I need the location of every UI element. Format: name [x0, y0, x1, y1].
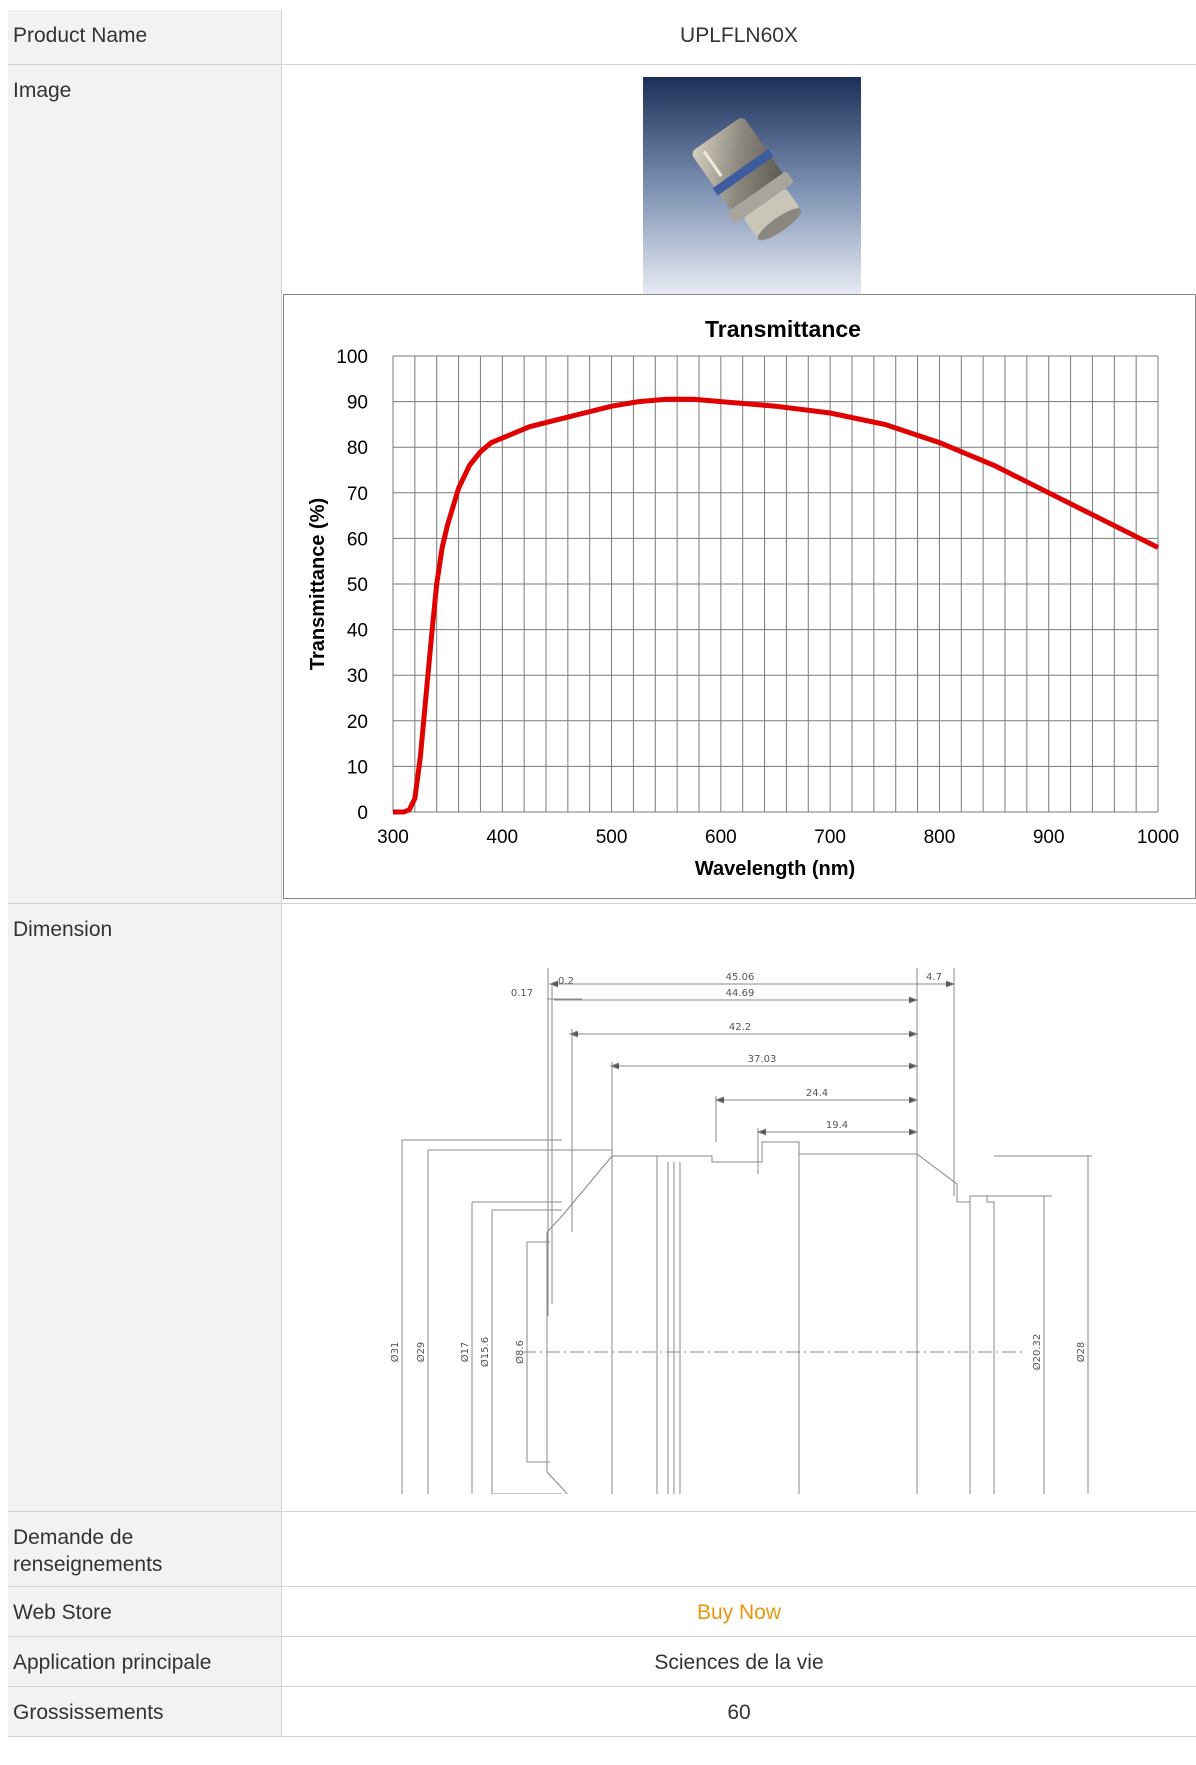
y-tick-label: 100	[336, 347, 368, 368]
y-tick-label: 60	[347, 529, 368, 550]
row-application: Application principale Sciences de la vi…	[8, 1636, 1196, 1687]
dimension-drawing: 45.06 4.7 0.17 0.2 44.69 42.2 37.03 24.4…	[389, 967, 1092, 1494]
image-label: Image	[8, 64, 282, 904]
x-axis-label: Wavelength (nm)	[695, 858, 855, 880]
dim-d8-6: Ø8.6	[514, 1340, 526, 1364]
row-inquiry: Demande de renseignements	[8, 1511, 1196, 1587]
dimension-label: Dimension	[8, 903, 282, 1512]
dim-d28: Ø28	[1075, 1341, 1087, 1362]
y-tick-label: 0	[357, 803, 368, 824]
inquiry-value	[281, 1511, 1196, 1587]
x-tick-label: 700	[814, 827, 846, 848]
web-store-label: Web Store	[8, 1586, 282, 1637]
row-dimension: Dimension	[8, 903, 1196, 1512]
dim-45-06: 45.06	[726, 972, 755, 983]
transmittance-chart: Transmittance 0 10 20 30 40 50 60 70 80 90 100 300…	[283, 294, 1196, 899]
dimension-arrows	[548, 980, 956, 1135]
application-value: Sciences de la vie	[281, 1636, 1196, 1687]
y-tick-label: 30	[347, 666, 368, 687]
x-tick-labels: 300 400 500 600 700 800 900 1000	[377, 827, 1179, 848]
dim-d15-6: Ø15.6	[479, 1336, 491, 1366]
row-product-name: Product Name UPLFLN60X	[8, 10, 1196, 65]
dim-4-7: 4.7	[926, 972, 942, 983]
transmittance-curve	[393, 396, 1160, 815]
y-tick-labels: 0 10 20 30 40 50 60 70 80 90 100	[336, 347, 368, 824]
buy-now-link[interactable]: Buy Now	[696, 1600, 782, 1624]
y-tick-label: 10	[347, 757, 368, 778]
chart-frame	[283, 294, 1196, 899]
y-tick-label: 40	[347, 621, 368, 642]
x-tick-label: 600	[705, 827, 737, 848]
product-photo	[643, 76, 861, 294]
magnification-label: Grossissements	[8, 1686, 282, 1737]
dim-d20-32: Ø20.32	[1031, 1333, 1043, 1370]
chart-title: Transmittance	[705, 316, 861, 342]
dim-d17: Ø17	[459, 1341, 471, 1362]
dim-42-2: 42.2	[729, 1022, 751, 1033]
application-label: Application principale	[8, 1636, 282, 1687]
dim-19-4: 19.4	[826, 1120, 848, 1131]
dim-0-2: 0.2	[558, 976, 574, 987]
dim-44-69: 44.69	[726, 988, 755, 999]
y-axis-label: Transmittance (%)	[307, 498, 329, 670]
dim-24-4: 24.4	[806, 1088, 828, 1099]
dim-d31: Ø31	[389, 1341, 401, 1362]
dimension-cell: 45.06 4.7 0.17 0.2 44.69 42.2 37.03 24.4…	[281, 903, 1196, 1512]
x-tick-label: 900	[1033, 827, 1065, 848]
y-tick-label: 80	[347, 438, 368, 459]
chart-grid	[392, 355, 1159, 813]
y-tick-label: 70	[347, 484, 368, 505]
dim-d29: Ø29	[415, 1341, 427, 1362]
row-web-store: Web Store Buy Now	[8, 1586, 1196, 1637]
inquiry-label: Demande de renseignements	[8, 1511, 282, 1587]
dim-0-17: 0.17	[511, 988, 533, 999]
dim-37-03: 37.03	[748, 1054, 777, 1065]
product-name-value: UPLFLN60X	[281, 10, 1196, 65]
x-tick-label: 800	[924, 827, 956, 848]
magnification-value: 60	[281, 1686, 1196, 1737]
product-name-label: Product Name	[8, 10, 282, 65]
x-tick-label: 1000	[1137, 827, 1179, 848]
x-tick-label: 400	[486, 827, 518, 848]
x-tick-label: 300	[377, 827, 409, 848]
y-tick-label: 50	[347, 575, 368, 596]
y-tick-label: 90	[347, 393, 368, 414]
y-tick-label: 20	[347, 712, 368, 733]
x-tick-label: 500	[596, 827, 628, 848]
row-magnification: Grossissements 60	[8, 1686, 1196, 1737]
